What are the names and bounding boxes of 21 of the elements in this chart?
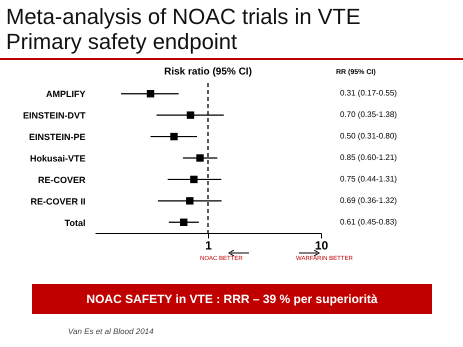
y-tick-label: EINSTEIN-DVT — [22, 110, 86, 121]
text: Risk ratio (95% CI) — [164, 66, 252, 78]
y-tick-label: RE-COVER — [38, 174, 86, 185]
y-tick-label: AMPLIFY — [46, 89, 86, 100]
data-label: 0.50 (0.31-0.80) — [340, 132, 398, 141]
data-label: 0.61 (0.45-0.83) — [340, 217, 398, 226]
data-label: 0.70 (0.35-1.38) — [340, 110, 398, 120]
y-tick-label: Hokusai-VTE — [30, 154, 86, 164]
y-tick-label: RE-COVER II — [30, 196, 86, 206]
data-label: 0.31 (0.17-0.55) — [340, 88, 398, 98]
x-tick-label: 1 — [205, 238, 212, 252]
data-label: 0.85 (0.60-1.21) — [340, 153, 398, 162]
y-tick-label: EINSTEIN-PE — [28, 132, 86, 142]
text: Van Es et al Blood 2014 — [68, 327, 154, 336]
data-label: 0.75 (0.44-1.31) — [340, 174, 398, 184]
chart-subtitle: Primary safety endpoint — [6, 29, 238, 54]
text: NOAC SAFETY in VTE : RRR – 39 % per superiorità — [32, 284, 432, 314]
data-label: 0.69 (0.36-1.32) — [340, 196, 398, 205]
y-tick-label: Total — [64, 218, 86, 228]
x-tick-label: 10 — [314, 238, 328, 252]
chart-title: Meta-analysis of NOAC trials in VTE — [6, 4, 361, 29]
